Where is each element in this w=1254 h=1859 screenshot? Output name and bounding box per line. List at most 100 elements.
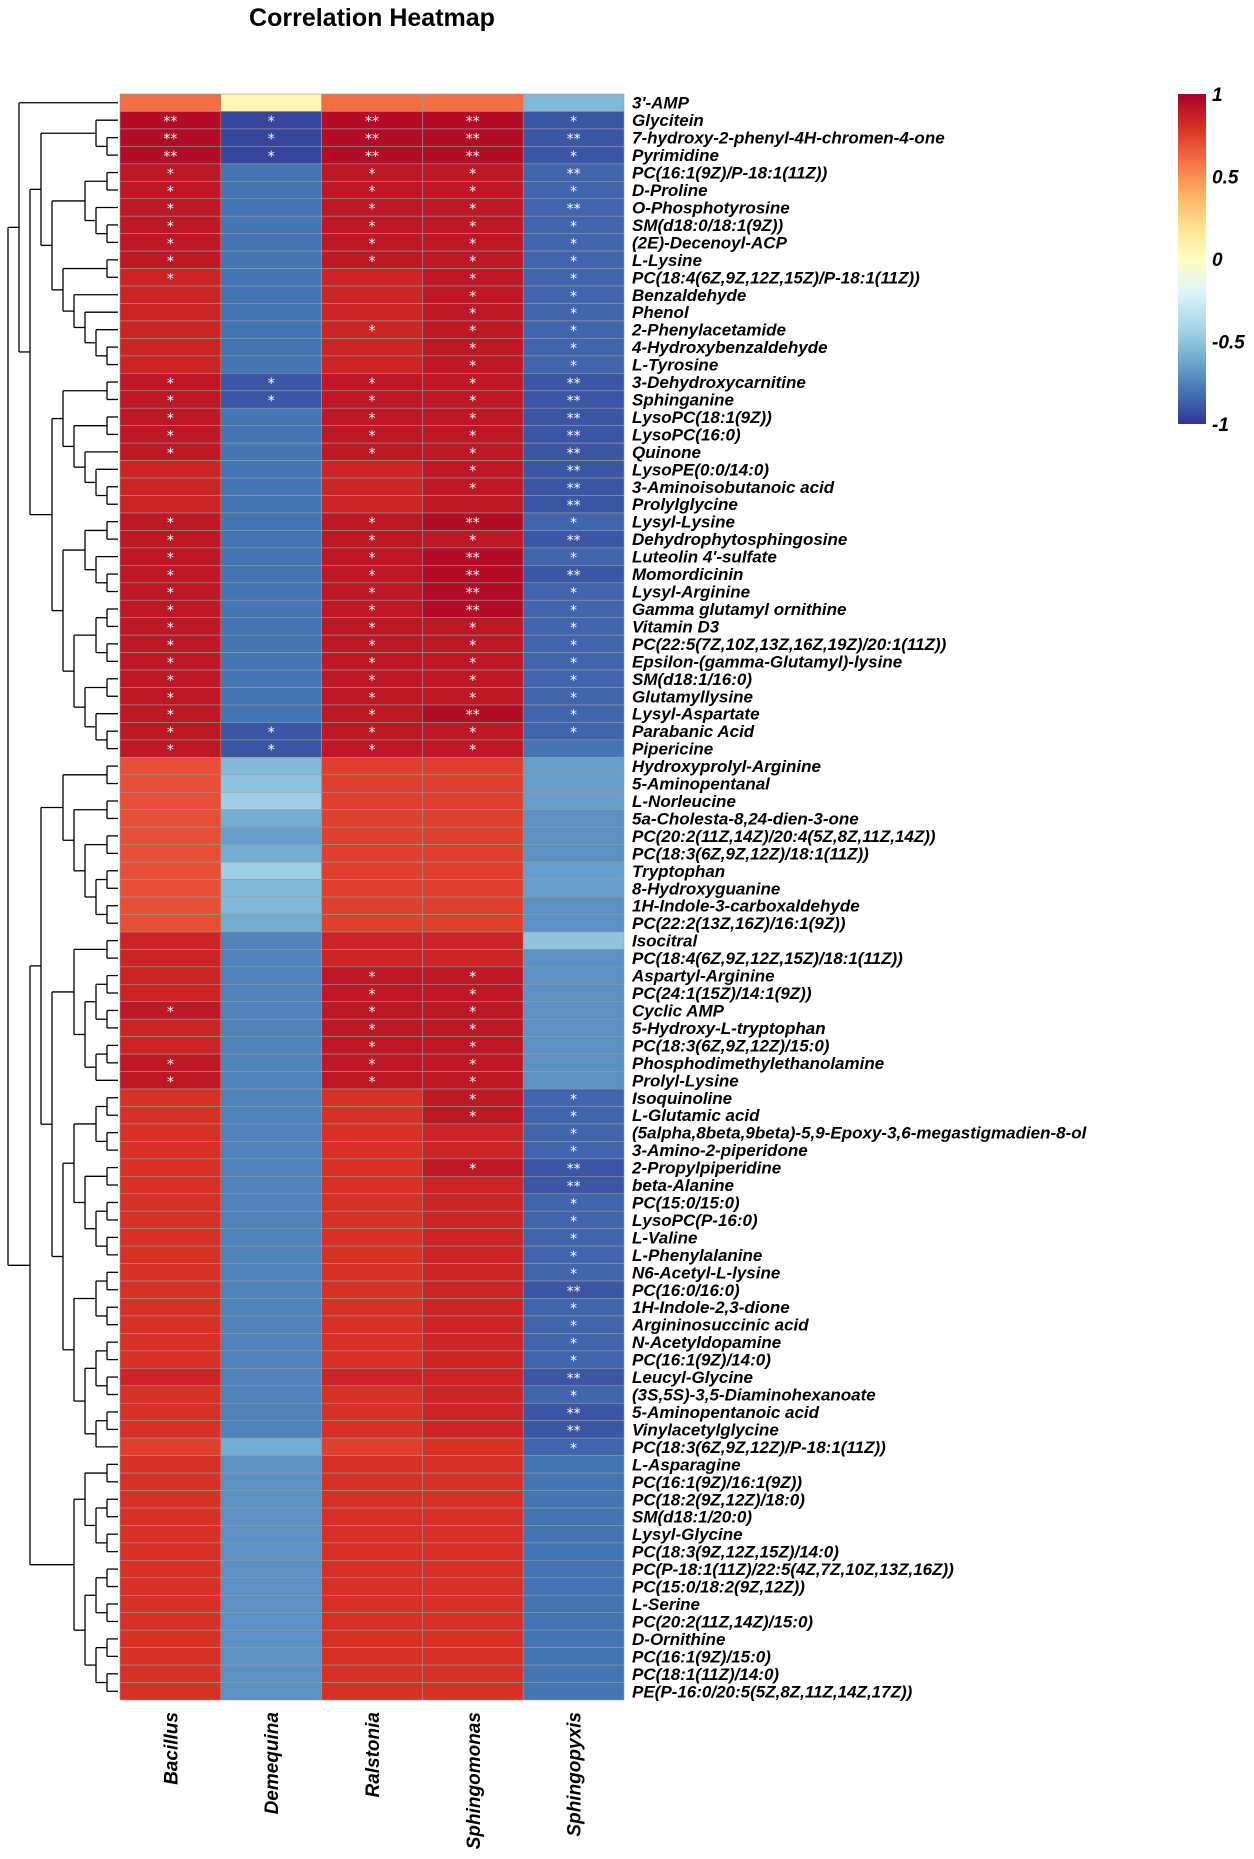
heatmap-cell	[220, 215, 322, 234]
significance-star: *	[167, 184, 174, 200]
heatmap-cell	[119, 861, 222, 880]
heatmap-cell	[422, 1333, 524, 1352]
heatmap-cell	[321, 1402, 423, 1421]
heatmap-cell	[119, 320, 222, 339]
significance-star: **	[466, 586, 480, 602]
legend-tick-label: -0.5	[1212, 333, 1245, 354]
significance-star: *	[570, 236, 577, 252]
row-label: Cyclic AMP	[632, 1001, 725, 1020]
row-label: PC(18:3(6Z,9Z,12Z)/P-18:1(11Z))	[632, 1438, 886, 1457]
heatmap-cell	[220, 879, 322, 898]
significance-star: *	[469, 341, 476, 357]
significance-star: **	[466, 149, 480, 165]
heatmap-cell	[119, 1158, 222, 1177]
heatmap-cell	[522, 914, 625, 933]
significance-star: **	[567, 463, 581, 479]
heatmap-cell	[321, 1263, 423, 1282]
heatmap-cell	[220, 1594, 322, 1614]
heatmap-cell	[321, 460, 423, 479]
row-label: PC(18:3(6Z,9Z,12Z)/18:1(11Z))	[632, 844, 869, 863]
row-label: L-Tyrosine	[632, 356, 718, 375]
row-label: (5alpha,8beta,9beta)-5,9-Epoxy-3,6-megas…	[632, 1124, 1088, 1143]
significance-star: **	[163, 114, 177, 130]
row-label: Glycitein	[632, 111, 704, 130]
significance-star: *	[469, 411, 476, 427]
significance-star: *	[369, 743, 376, 759]
heatmap-cell	[220, 1455, 322, 1474]
row-label: L-Glutamic acid	[632, 1106, 760, 1125]
heatmap-cell	[422, 1402, 524, 1421]
row-label: Quinone	[632, 443, 701, 462]
heatmap-cell	[220, 1245, 322, 1264]
heatmap-cell	[119, 1420, 222, 1439]
heatmap-cell	[522, 1455, 625, 1474]
heatmap-cells	[119, 93, 625, 1701]
significance-star: **	[567, 393, 581, 409]
heatmap-cell	[321, 1210, 423, 1229]
heatmap-cell	[119, 355, 222, 374]
heatmap-cell	[522, 757, 625, 776]
heatmap-cell	[119, 1402, 222, 1421]
significance-star: *	[167, 743, 174, 759]
significance-star: *	[167, 620, 174, 636]
significance-star: *	[167, 254, 174, 270]
significance-star: **	[466, 551, 480, 567]
heatmap-cell	[119, 495, 222, 514]
heatmap-cell	[220, 233, 322, 252]
heatmap-cell	[220, 1210, 322, 1229]
heatmap-cell	[220, 1577, 322, 1596]
heatmap-cell	[119, 1333, 222, 1352]
heatmap-cell	[422, 1577, 524, 1596]
row-label: SM(d18:1/20:0)	[632, 1508, 752, 1527]
legend-tick-label: 0	[1212, 250, 1223, 271]
row-label: Tryptophan	[632, 862, 725, 881]
heatmap-cell	[220, 1525, 322, 1544]
significance-star: **	[163, 132, 177, 148]
heatmap-cell	[220, 1420, 322, 1439]
legend-color-bar	[1178, 94, 1206, 424]
heatmap-cell	[422, 1594, 524, 1614]
heatmap-cell	[422, 1176, 524, 1195]
heatmap-cell	[422, 1629, 524, 1648]
heatmap-cell	[220, 407, 322, 426]
heatmap-cell	[321, 1612, 423, 1631]
significance-star: *	[570, 324, 577, 340]
heatmap-cell	[220, 1053, 322, 1072]
heatmap-cell	[422, 1647, 524, 1666]
heatmap-cell	[522, 1018, 625, 1037]
heatmap-cell	[321, 268, 423, 287]
row-label: Parabanic Acid	[632, 722, 755, 741]
significance-star: *	[469, 463, 476, 479]
heatmap-cell	[321, 1437, 423, 1456]
heatmap-cell	[220, 1402, 322, 1421]
row-label: PC(15:0/15:0)	[632, 1193, 740, 1212]
significance-star: *	[570, 690, 577, 706]
heatmap-cell	[522, 1542, 625, 1561]
heatmap-cell	[321, 1141, 423, 1160]
heatmap-cell	[220, 896, 322, 915]
significance-star: *	[570, 271, 577, 287]
significance-star: *	[469, 481, 476, 497]
significance-star: *	[268, 114, 275, 130]
heatmap-cell	[119, 949, 222, 968]
significance-star: *	[369, 725, 376, 741]
heatmap-cell	[422, 495, 524, 514]
heatmap-cell	[119, 966, 222, 985]
heatmap-cell	[119, 1385, 222, 1404]
row-label: Prolyl-Lysine	[632, 1071, 739, 1090]
heatmap-cell	[321, 1472, 423, 1491]
heatmap-cell	[220, 774, 322, 793]
column-label: Bacillus	[161, 1712, 182, 1785]
heatmap-cell	[119, 1437, 222, 1456]
row-label: Leucyl-Glycine	[632, 1368, 753, 1387]
row-label: L-Phenylalanine	[632, 1246, 762, 1265]
heatmap-cell	[321, 1385, 423, 1404]
significance-star: *	[369, 324, 376, 340]
significance-star: *	[570, 1354, 577, 1370]
heatmap-cell	[422, 93, 524, 112]
heatmap-cell	[321, 1315, 423, 1334]
row-label: 5-Hydroxy-L-tryptophan	[632, 1019, 826, 1038]
heatmap-cell	[522, 1647, 625, 1666]
heatmap-cell	[321, 1280, 423, 1299]
row-label: PC(18:3(9Z,12Z,15Z)/14:0)	[632, 1543, 839, 1562]
